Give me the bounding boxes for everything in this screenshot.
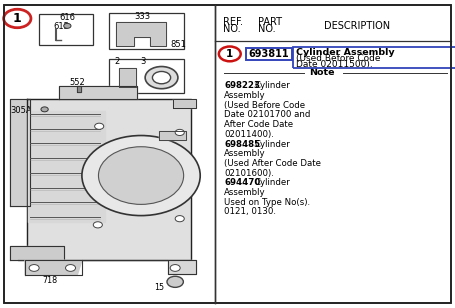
Circle shape [93, 222, 102, 228]
Text: Cylinder Assembly: Cylinder Assembly [296, 48, 395, 57]
Polygon shape [10, 99, 30, 206]
Circle shape [29, 265, 39, 271]
Text: 15: 15 [154, 282, 164, 292]
Text: Assembly: Assembly [224, 91, 266, 100]
Text: (Used After Code Date: (Used After Code Date [224, 159, 321, 168]
Text: 693811: 693811 [248, 49, 289, 59]
Text: 02011400).: 02011400). [224, 130, 274, 139]
Circle shape [98, 147, 184, 205]
Circle shape [167, 276, 183, 287]
Text: 333: 333 [134, 11, 150, 21]
Text: After Code Date: After Code Date [224, 120, 293, 129]
Circle shape [4, 9, 31, 28]
Text: NO.: NO. [223, 24, 241, 34]
Text: 1: 1 [226, 49, 233, 59]
Text: 305A: 305A [10, 106, 32, 116]
Text: REF.: REF. [223, 17, 243, 26]
Circle shape [170, 265, 180, 271]
Polygon shape [18, 260, 196, 274]
Circle shape [152, 71, 171, 84]
FancyBboxPatch shape [246, 48, 292, 60]
Text: Cylinder: Cylinder [254, 81, 290, 90]
Text: 3: 3 [140, 57, 146, 66]
Text: 0121, 0130.: 0121, 0130. [224, 208, 276, 217]
Text: DESCRIPTION: DESCRIPTION [324, 21, 390, 30]
Text: (Used Before Code: (Used Before Code [296, 54, 381, 63]
Polygon shape [59, 86, 136, 99]
Text: 552: 552 [69, 78, 85, 87]
Text: (Used Before Code: (Used Before Code [224, 101, 305, 110]
Circle shape [95, 123, 104, 129]
Text: 694470: 694470 [224, 178, 261, 187]
Text: PART: PART [258, 17, 283, 26]
Circle shape [175, 216, 184, 222]
Text: 615: 615 [53, 22, 69, 31]
Circle shape [175, 129, 184, 136]
Text: 698485: 698485 [224, 140, 260, 148]
Text: 851: 851 [170, 40, 186, 49]
Text: 616: 616 [59, 13, 75, 22]
Circle shape [219, 47, 241, 61]
Bar [109, 13, 184, 49]
Polygon shape [28, 111, 105, 222]
Polygon shape [116, 22, 166, 46]
Polygon shape [25, 260, 82, 275]
Circle shape [41, 107, 48, 112]
Text: Cylinder: Cylinder [254, 140, 290, 148]
Polygon shape [27, 99, 191, 260]
Polygon shape [173, 99, 196, 108]
Text: 02101600).: 02101600). [224, 169, 274, 178]
Circle shape [145, 67, 178, 89]
Text: 698223: 698223 [224, 81, 260, 90]
Text: Assembly: Assembly [224, 188, 266, 197]
Text: 1: 1 [13, 12, 22, 25]
Text: Assembly: Assembly [224, 149, 266, 158]
Polygon shape [77, 86, 81, 92]
Text: 718: 718 [42, 276, 57, 285]
Polygon shape [159, 131, 186, 140]
Text: Used on Type No(s).: Used on Type No(s). [224, 198, 310, 207]
Text: Cylinder: Cylinder [254, 178, 290, 187]
Bar [109, 59, 184, 93]
Circle shape [82, 136, 200, 216]
Polygon shape [10, 246, 64, 260]
Text: NO.: NO. [258, 24, 276, 34]
Circle shape [64, 23, 71, 28]
Circle shape [66, 265, 76, 271]
Bar [39, 14, 93, 45]
Text: Date 02011500).: Date 02011500). [296, 59, 373, 69]
Polygon shape [119, 68, 136, 87]
Text: Note: Note [309, 68, 335, 78]
Text: 2: 2 [115, 57, 120, 66]
Text: Date 02101700 and: Date 02101700 and [224, 111, 311, 120]
